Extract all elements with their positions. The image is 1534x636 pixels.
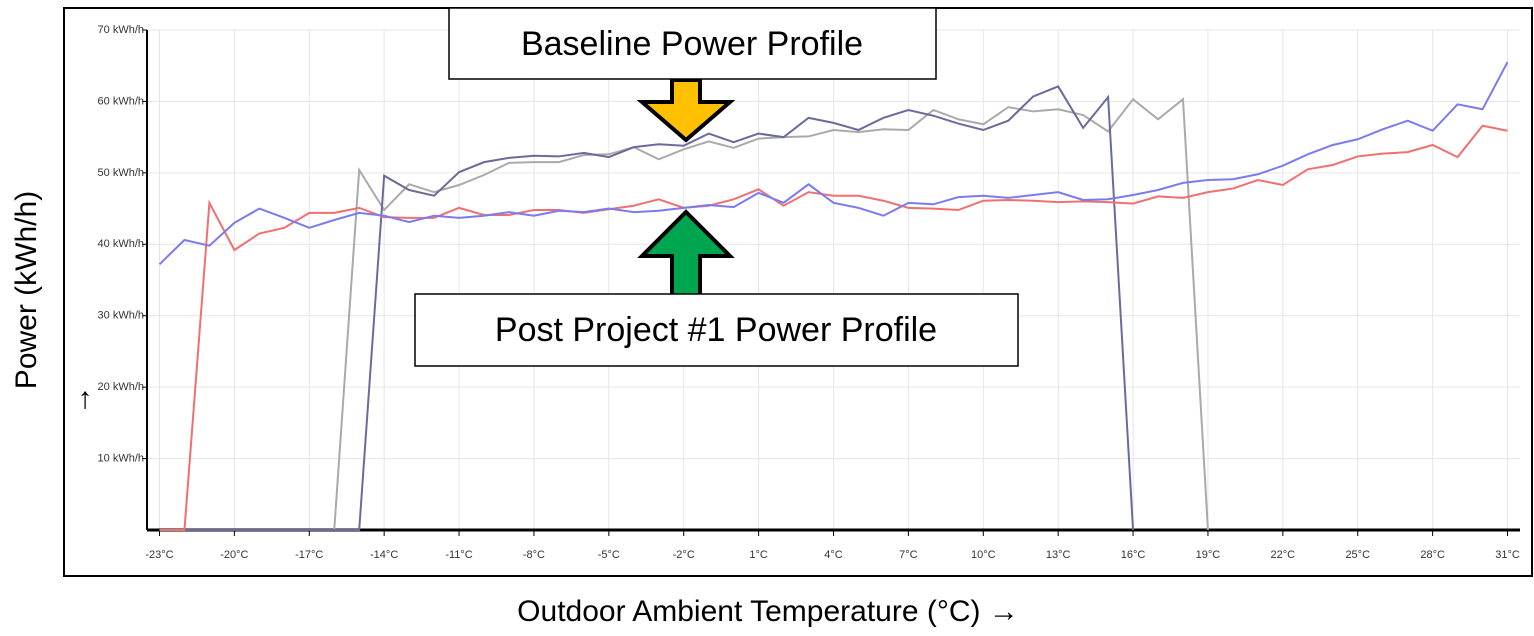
x-tick-label: -14°C xyxy=(370,549,398,561)
y-tick-label: 20 kWh/h xyxy=(98,381,144,393)
y-tick-label: 40 kWh/h xyxy=(98,238,144,250)
annotation: Post Project #1 Power Profile xyxy=(495,311,937,349)
x-tick-label: 25°C xyxy=(1345,549,1370,561)
plot-area: 10 kWh/h 20 kWh/h 30 kWh/h 40 kWh/h 50 kWh/h… xyxy=(98,24,1520,561)
annotation-box xyxy=(448,7,937,80)
x-tick-label: -11°C xyxy=(445,549,472,561)
y-tick-label: 10 kWh/h xyxy=(98,452,144,464)
frame xyxy=(63,7,1533,577)
up-arrow xyxy=(637,209,735,298)
y-axis-label: Power (kWh/h) xyxy=(10,191,43,389)
x-tick-label: 19°C xyxy=(1196,549,1221,561)
x-tick-label: -17°C xyxy=(295,549,323,561)
x-tick-label: 31°C xyxy=(1495,549,1520,561)
x-tick-label: 22°C xyxy=(1271,549,1296,561)
y-axis-arrow: → xyxy=(64,385,97,415)
x-tick-label: -5°C xyxy=(598,549,620,561)
x-tick-label: -23°C xyxy=(145,549,173,561)
x-tick-label: -8°C xyxy=(523,549,545,561)
x-tick-label: 28°C xyxy=(1420,549,1445,561)
x-tick-label: 16°C xyxy=(1121,549,1146,561)
down-arrow xyxy=(636,78,736,143)
x-tick-label: 1°C xyxy=(749,549,768,561)
x-tick-label: 13°C xyxy=(1046,549,1071,561)
annotation-box xyxy=(414,293,1019,367)
line-series xyxy=(159,124,1508,531)
x-tick-label: -20°C xyxy=(220,549,248,561)
annotations: Baseline Power Profile Post Project #1 P… xyxy=(414,7,1019,367)
x-tick-label: 4°C xyxy=(824,549,843,561)
x-tick-label: 10°C xyxy=(971,549,996,561)
line-series xyxy=(159,85,1135,531)
y-tick-label: 30 kWh/h xyxy=(98,310,144,322)
y-tick-label: 50 kWh/h xyxy=(98,167,144,179)
line-series xyxy=(158,61,1509,266)
y-tick-label: 60 kWh/h xyxy=(98,95,144,107)
annotation: Baseline Power Profile xyxy=(521,25,863,63)
y-tick-label: 70 kWh/h xyxy=(98,24,144,36)
x-tick-label: -2°C xyxy=(673,549,695,561)
x-tick-label: 7°C xyxy=(899,549,918,561)
x-axis-label: Outdoor Ambient Temperature (°C) → xyxy=(517,595,1019,628)
